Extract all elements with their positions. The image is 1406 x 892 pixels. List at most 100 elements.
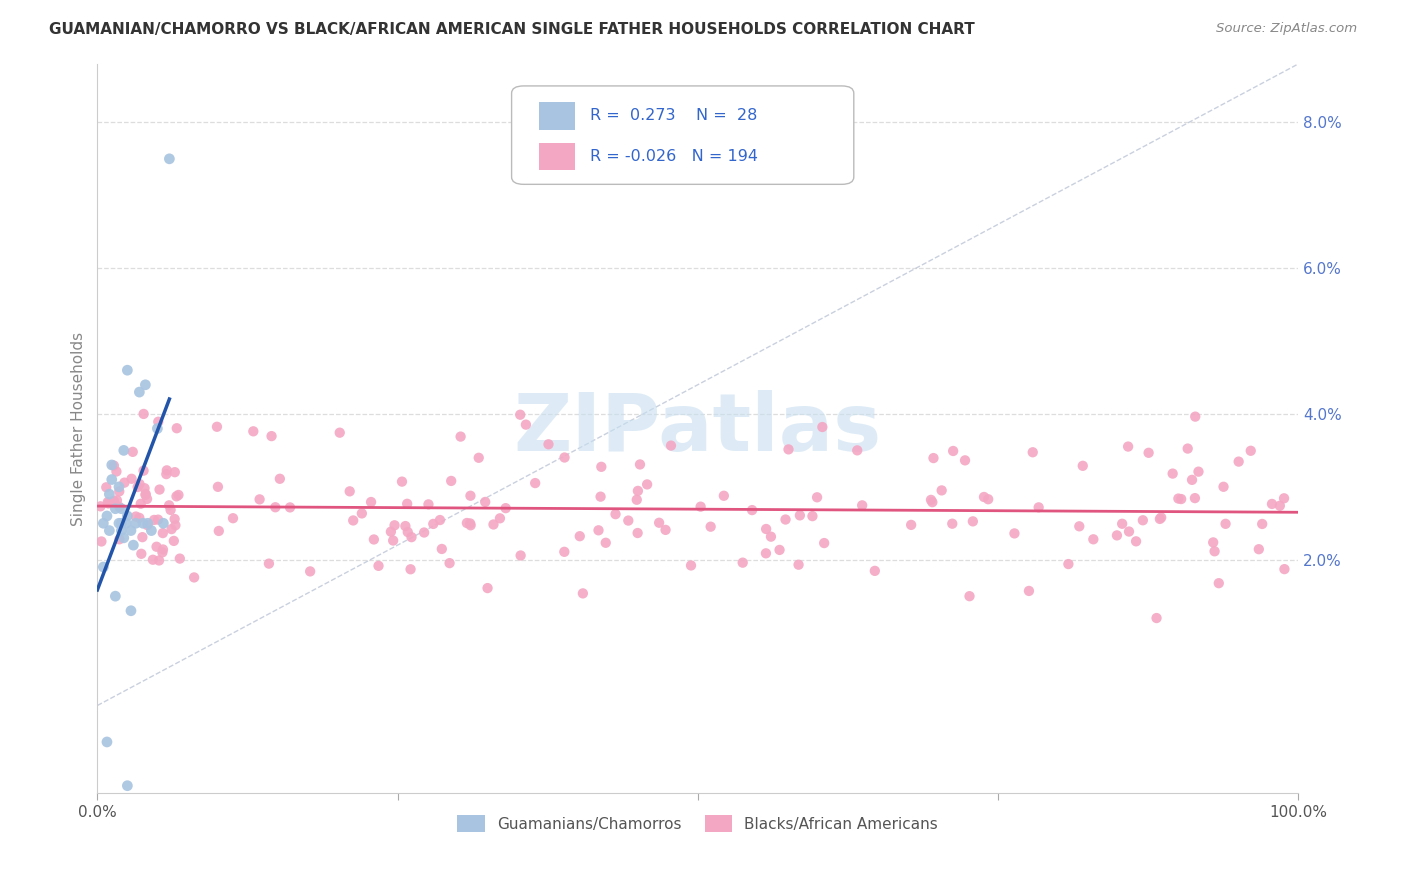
- Point: [152, 542, 174, 557]
- Point: [401, 530, 423, 544]
- Point: [509, 549, 531, 563]
- Point: [1227, 454, 1250, 468]
- Point: [157, 499, 180, 513]
- Point: [591, 459, 613, 474]
- Point: [278, 500, 301, 515]
- Point: [1161, 467, 1184, 481]
- Point: [588, 524, 610, 538]
- Point: [134, 481, 156, 495]
- Point: [429, 513, 451, 527]
- Point: [801, 509, 824, 524]
- Point: [131, 530, 153, 544]
- Legend: Guamanians/Chamorros, Blacks/African Americans: Guamanians/Chamorros, Blacks/African Ame…: [450, 807, 946, 840]
- Point: [440, 474, 463, 488]
- Point: [1125, 534, 1147, 549]
- Point: [105, 465, 128, 479]
- Point: [589, 490, 612, 504]
- Point: [1274, 562, 1296, 576]
- Point: [142, 552, 165, 566]
- Point: [117, 363, 139, 377]
- Point: [152, 545, 174, 559]
- Point: [156, 463, 179, 477]
- Point: [103, 458, 125, 473]
- Point: [89, 500, 111, 514]
- Point: [155, 467, 177, 482]
- Point: [699, 519, 721, 533]
- Point: [1018, 583, 1040, 598]
- Point: [741, 503, 763, 517]
- FancyBboxPatch shape: [540, 102, 575, 130]
- Point: [1215, 516, 1237, 531]
- Point: [450, 429, 472, 443]
- Point: [1272, 491, 1295, 506]
- Point: [145, 540, 167, 554]
- Point: [920, 492, 942, 507]
- Point: [689, 500, 711, 514]
- Point: [90, 534, 112, 549]
- Point: [148, 483, 170, 497]
- Point: [394, 519, 416, 533]
- Point: [136, 516, 159, 531]
- Point: [617, 514, 640, 528]
- Point: [846, 443, 869, 458]
- Point: [806, 491, 828, 505]
- Point: [342, 513, 364, 527]
- Point: [962, 514, 984, 528]
- Point: [489, 511, 512, 525]
- Point: [813, 536, 835, 550]
- Point: [482, 517, 505, 532]
- Point: [399, 562, 422, 576]
- Point: [100, 473, 122, 487]
- Point: [1251, 516, 1274, 531]
- Point: [260, 429, 283, 443]
- Point: [208, 524, 231, 538]
- Point: [1204, 544, 1226, 558]
- Point: [1184, 409, 1206, 424]
- Point: [1132, 513, 1154, 527]
- Point: [117, 508, 139, 523]
- Point: [339, 484, 361, 499]
- Point: [128, 477, 150, 491]
- Point: [931, 483, 953, 498]
- Point: [572, 586, 595, 600]
- Point: [1181, 473, 1204, 487]
- Point: [477, 581, 499, 595]
- Point: [128, 385, 150, 400]
- Point: [121, 472, 143, 486]
- Point: [93, 516, 115, 531]
- Point: [1137, 446, 1160, 460]
- Point: [1116, 440, 1139, 454]
- Point: [166, 421, 188, 435]
- Point: [941, 516, 963, 531]
- Point: [396, 524, 419, 539]
- Point: [755, 522, 778, 536]
- Point: [595, 535, 617, 549]
- Text: GUAMANIAN/CHAMORRO VS BLACK/AFRICAN AMERICAN SINGLE FATHER HOUSEHOLDS CORRELATIO: GUAMANIAN/CHAMORRO VS BLACK/AFRICAN AMER…: [49, 22, 974, 37]
- Point: [134, 377, 156, 392]
- Point: [977, 492, 1000, 507]
- Point: [108, 500, 131, 514]
- Point: [120, 604, 142, 618]
- Point: [1118, 524, 1140, 539]
- Point: [110, 524, 132, 538]
- Point: [93, 560, 115, 574]
- Point: [363, 533, 385, 547]
- Point: [605, 507, 627, 521]
- Point: [384, 518, 406, 533]
- Point: [460, 518, 482, 533]
- Point: [922, 451, 945, 466]
- Point: [249, 492, 271, 507]
- Point: [1150, 510, 1173, 524]
- Point: [205, 419, 228, 434]
- Point: [167, 488, 190, 502]
- Point: [553, 545, 575, 559]
- Point: [554, 450, 576, 465]
- Point: [96, 480, 118, 494]
- Point: [1247, 542, 1270, 557]
- Point: [112, 475, 135, 490]
- Point: [132, 516, 155, 531]
- Point: [1177, 442, 1199, 456]
- Point: [108, 480, 131, 494]
- Point: [350, 507, 373, 521]
- Point: [380, 524, 402, 539]
